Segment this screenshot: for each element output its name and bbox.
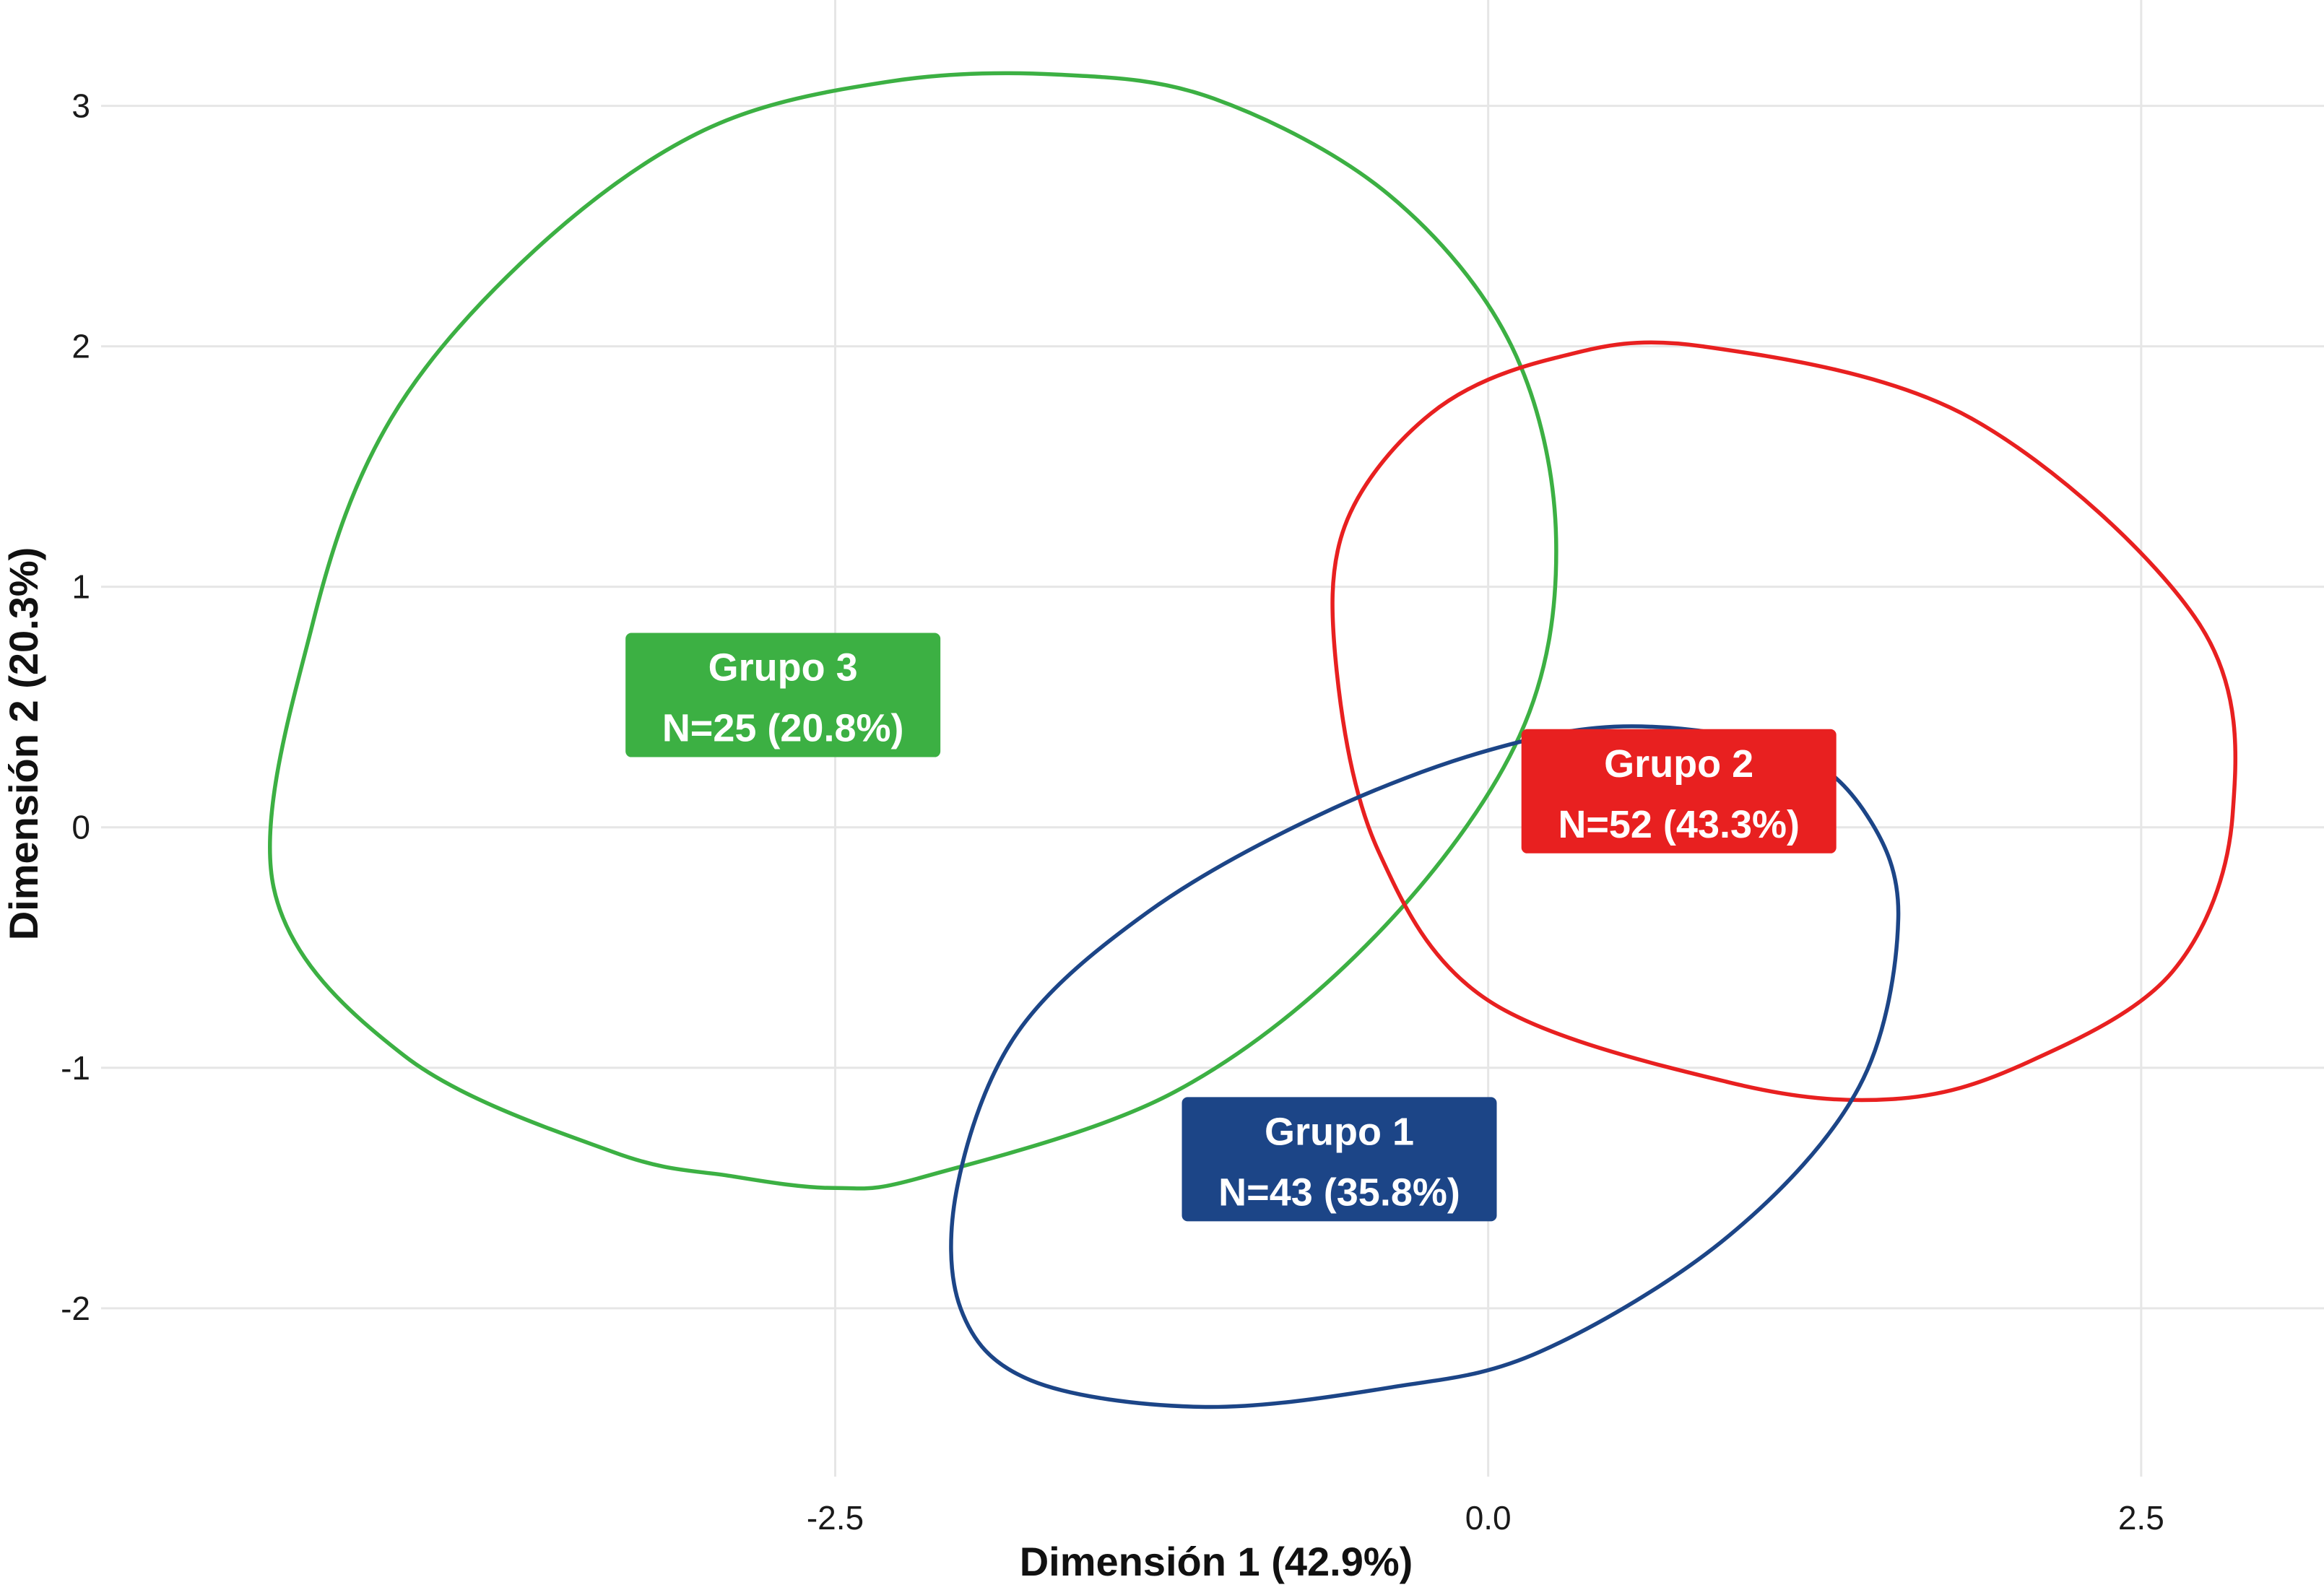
- grupo-1-label-box: [1181, 1097, 1497, 1222]
- grid-lines: [101, 0, 2324, 1477]
- grupo-1-count: N=43 (35.8%): [1218, 1170, 1460, 1214]
- grupo-2-label: Grupo 2 N=52 (43.3%): [1521, 729, 1837, 853]
- y-tick-labels: -2 -1 0 1 2 3: [61, 87, 90, 1327]
- y-axis-title: Dimensión 2 (20.3%): [1, 547, 46, 941]
- x-axis-title: Dimensión 1 (42.9%): [1020, 1539, 1413, 1584]
- grupo-2-name: Grupo 2: [1604, 742, 1753, 786]
- x-tick-label: -2.5: [807, 1499, 864, 1537]
- y-tick-label: -2: [61, 1290, 90, 1327]
- y-tick-label: 3: [71, 87, 90, 125]
- x-tick-label: 2.5: [2118, 1499, 2164, 1537]
- grupo-2-ellipse: [1330, 340, 2238, 1103]
- grupo-1-ellipse: [949, 724, 1901, 1409]
- y-tick-label: 2: [71, 328, 90, 365]
- x-tick-labels: -2.5 0.0 2.5: [807, 1499, 2164, 1537]
- y-tick-label: -1: [61, 1049, 90, 1087]
- grupo-2-count: N=52 (43.3%): [1558, 803, 1800, 846]
- y-tick-label: 0: [71, 809, 90, 846]
- grupo-3-ellipse: [268, 71, 1558, 1191]
- group-labels: Grupo 3N=25 (20.8%)Grupo 2N=52 (43.3%)Gr…: [625, 633, 1837, 1222]
- grupo-3-label: Grupo 3 N=25 (20.8%): [625, 633, 941, 757]
- grupo-1-label: Grupo 1 N=43 (35.8%): [1181, 1097, 1497, 1222]
- x-tick-label: 0.0: [1465, 1499, 1512, 1537]
- grupo-3-label-box: [625, 633, 941, 757]
- grupo-2-label-box: [1521, 729, 1837, 853]
- grupo-3-count: N=25 (20.8%): [662, 707, 904, 750]
- group-ellipses: [268, 71, 2238, 1409]
- grupo-1-name: Grupo 1: [1265, 1110, 1414, 1153]
- y-tick-label: 1: [71, 568, 90, 606]
- grupo-3-name: Grupo 3: [708, 646, 858, 690]
